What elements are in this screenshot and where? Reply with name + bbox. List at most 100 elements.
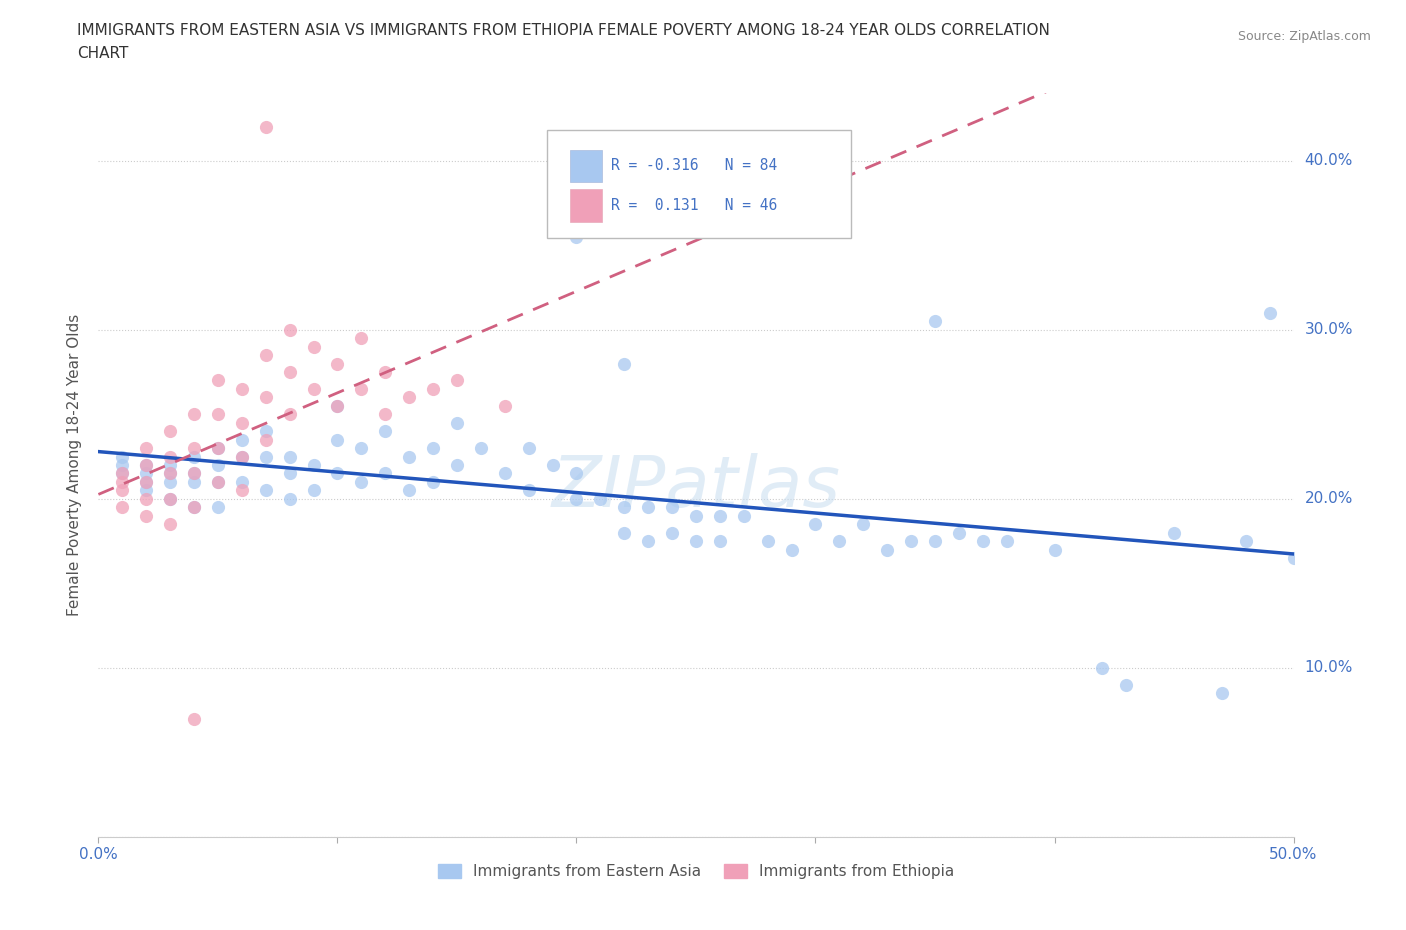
Point	[565, 466, 588, 481]
Point	[183, 441, 205, 456]
Point	[183, 474, 205, 489]
Point	[135, 458, 157, 472]
Point	[326, 466, 349, 481]
Point	[207, 474, 229, 489]
Point	[446, 458, 468, 472]
Point	[159, 466, 181, 481]
Point	[254, 424, 277, 439]
Point	[326, 356, 349, 371]
Point	[374, 406, 396, 421]
Point	[494, 398, 516, 413]
Point	[613, 356, 636, 371]
FancyBboxPatch shape	[571, 150, 602, 182]
Point	[804, 517, 827, 532]
Point	[709, 534, 731, 549]
Point	[852, 517, 875, 532]
Point	[207, 406, 229, 421]
Point	[1091, 660, 1114, 675]
Point	[183, 406, 205, 421]
Point	[589, 491, 612, 506]
Point	[254, 449, 277, 464]
Point	[111, 474, 134, 489]
Point	[756, 534, 779, 549]
Point	[231, 483, 253, 498]
Point	[135, 466, 157, 481]
Point	[135, 441, 157, 456]
Point	[183, 466, 205, 481]
Point	[111, 499, 134, 514]
Point	[517, 441, 540, 456]
Point	[709, 509, 731, 524]
Point	[231, 474, 253, 489]
Point	[183, 499, 205, 514]
Point	[159, 424, 181, 439]
Point	[111, 449, 134, 464]
Point	[613, 525, 636, 540]
Point	[1234, 534, 1257, 549]
Point	[350, 474, 373, 489]
Point	[159, 466, 181, 481]
Point	[254, 483, 277, 498]
Text: ZIPatlas: ZIPatlas	[551, 453, 841, 522]
Point	[924, 313, 946, 328]
Point	[254, 390, 277, 405]
Point	[374, 466, 396, 481]
Point	[924, 534, 946, 549]
Text: 20.0%: 20.0%	[1305, 491, 1353, 506]
Point	[1211, 685, 1233, 700]
Point	[183, 466, 205, 481]
Point	[183, 449, 205, 464]
Point	[517, 483, 540, 498]
Text: CHART: CHART	[77, 46, 129, 61]
Point	[876, 542, 898, 557]
Point	[374, 365, 396, 379]
Point	[278, 466, 301, 481]
Point	[159, 491, 181, 506]
Point	[326, 432, 349, 447]
Point	[135, 509, 157, 524]
Point	[135, 491, 157, 506]
Point	[207, 458, 229, 472]
Point	[1258, 305, 1281, 320]
Point	[326, 398, 349, 413]
Point	[613, 499, 636, 514]
Point	[278, 323, 301, 338]
Point	[278, 365, 301, 379]
Point	[398, 483, 420, 498]
Point	[446, 416, 468, 431]
Point	[350, 441, 373, 456]
Text: 10.0%: 10.0%	[1305, 660, 1353, 675]
Text: R = -0.316   N = 84: R = -0.316 N = 84	[612, 158, 778, 173]
Point	[422, 474, 444, 489]
Point	[302, 339, 325, 354]
Point	[207, 474, 229, 489]
Point	[995, 534, 1018, 549]
Point	[1163, 525, 1185, 540]
Point	[207, 373, 229, 388]
Y-axis label: Female Poverty Among 18-24 Year Olds: Female Poverty Among 18-24 Year Olds	[67, 314, 83, 617]
Point	[541, 458, 564, 472]
Point	[159, 458, 181, 472]
Legend: Immigrants from Eastern Asia, Immigrants from Ethiopia: Immigrants from Eastern Asia, Immigrants…	[432, 857, 960, 885]
Point	[135, 483, 157, 498]
Point	[302, 381, 325, 396]
Point	[302, 458, 325, 472]
Point	[207, 441, 229, 456]
Point	[326, 398, 349, 413]
Point	[231, 416, 253, 431]
Point	[254, 348, 277, 363]
Point	[565, 491, 588, 506]
Point	[1115, 677, 1137, 692]
Text: R =  0.131   N = 46: R = 0.131 N = 46	[612, 198, 778, 213]
Point	[948, 525, 970, 540]
Point	[111, 466, 134, 481]
Point	[231, 381, 253, 396]
Point	[398, 390, 420, 405]
Point	[1043, 542, 1066, 557]
Point	[183, 711, 205, 726]
Point	[494, 466, 516, 481]
Point	[637, 534, 659, 549]
Point	[135, 474, 157, 489]
FancyBboxPatch shape	[547, 130, 852, 238]
Point	[278, 406, 301, 421]
